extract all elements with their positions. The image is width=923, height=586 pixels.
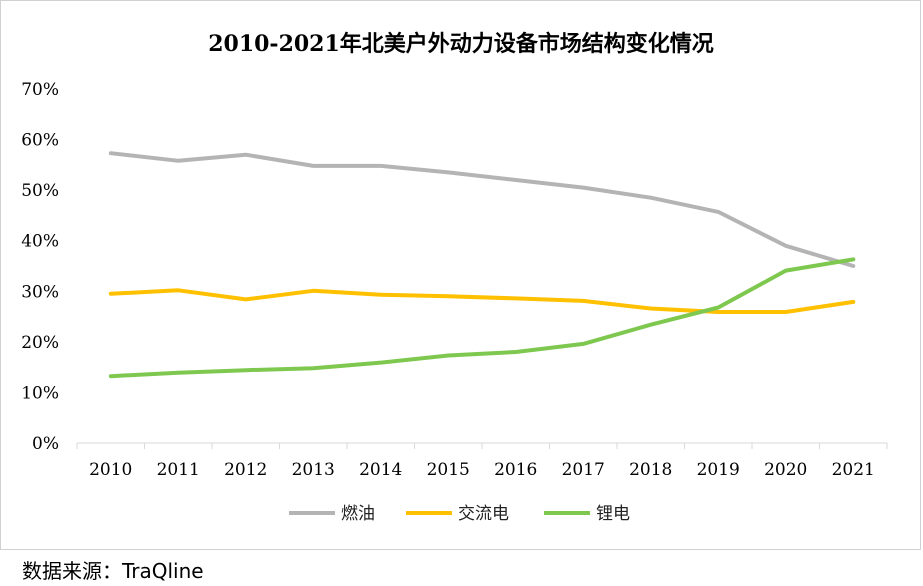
chart-frame: 2010-2021年北美户外动力设备市场结构变化情况 0% 10% 20% 30% 40… [0,0,921,550]
x-tick-label: 2019 [697,460,740,480]
x-tick-label: 2018 [629,460,672,480]
y-tick-label: 30% [21,282,59,302]
legend: 燃油 交流电 锂电 [289,504,630,524]
x-tick-label: 2012 [224,460,267,480]
x-tick-label: 2016 [494,460,537,480]
x-axis: 2010 2011 2012 2013 2014 2015 2016 2017 2018 2019… [76,443,888,480]
x-tick-label: 2021 [832,460,875,480]
series-line-锂电 [108,257,856,379]
x-tick-label: 2011 [157,460,200,480]
y-tick-label: 40% [21,232,59,252]
y-tick-label: 70% [21,80,59,100]
y-tick-label: 50% [21,181,59,201]
legend-item-交流电: 交流电 [406,504,509,524]
legend-label: 交流电 [458,504,509,524]
y-axis: 0% 10% 20% 30% 40% 50% 60% 70% [21,80,59,454]
x-tick-label: 2013 [292,460,335,480]
legend-label: 锂电 [596,504,630,524]
series-line-交流电 [108,288,856,314]
plot-area [108,151,856,379]
x-tick-label: 2014 [359,460,402,480]
series-line-燃油 [108,151,856,268]
y-tick-label: 20% [21,333,59,353]
source-note: 数据来源：TraQline [22,559,204,583]
x-tick-label: 2010 [89,460,132,480]
chart-title: 2010-2021年北美户外动力设备市场结构变化情况 [208,31,714,57]
y-tick-label: 0% [32,434,59,454]
x-tick-label: 2017 [562,460,605,480]
x-tick-label: 2015 [427,460,470,480]
legend-label: 燃油 [341,504,375,524]
x-tick-label: 2020 [764,460,807,480]
line-chart: 2010-2021年北美户外动力设备市场结构变化情况 0% 10% 20% 30% 40… [21,31,888,524]
legend-item-燃油: 燃油 [289,504,375,524]
y-tick-label: 60% [21,131,59,151]
legend-item-锂电: 锂电 [544,504,630,524]
y-tick-label: 10% [21,383,59,403]
